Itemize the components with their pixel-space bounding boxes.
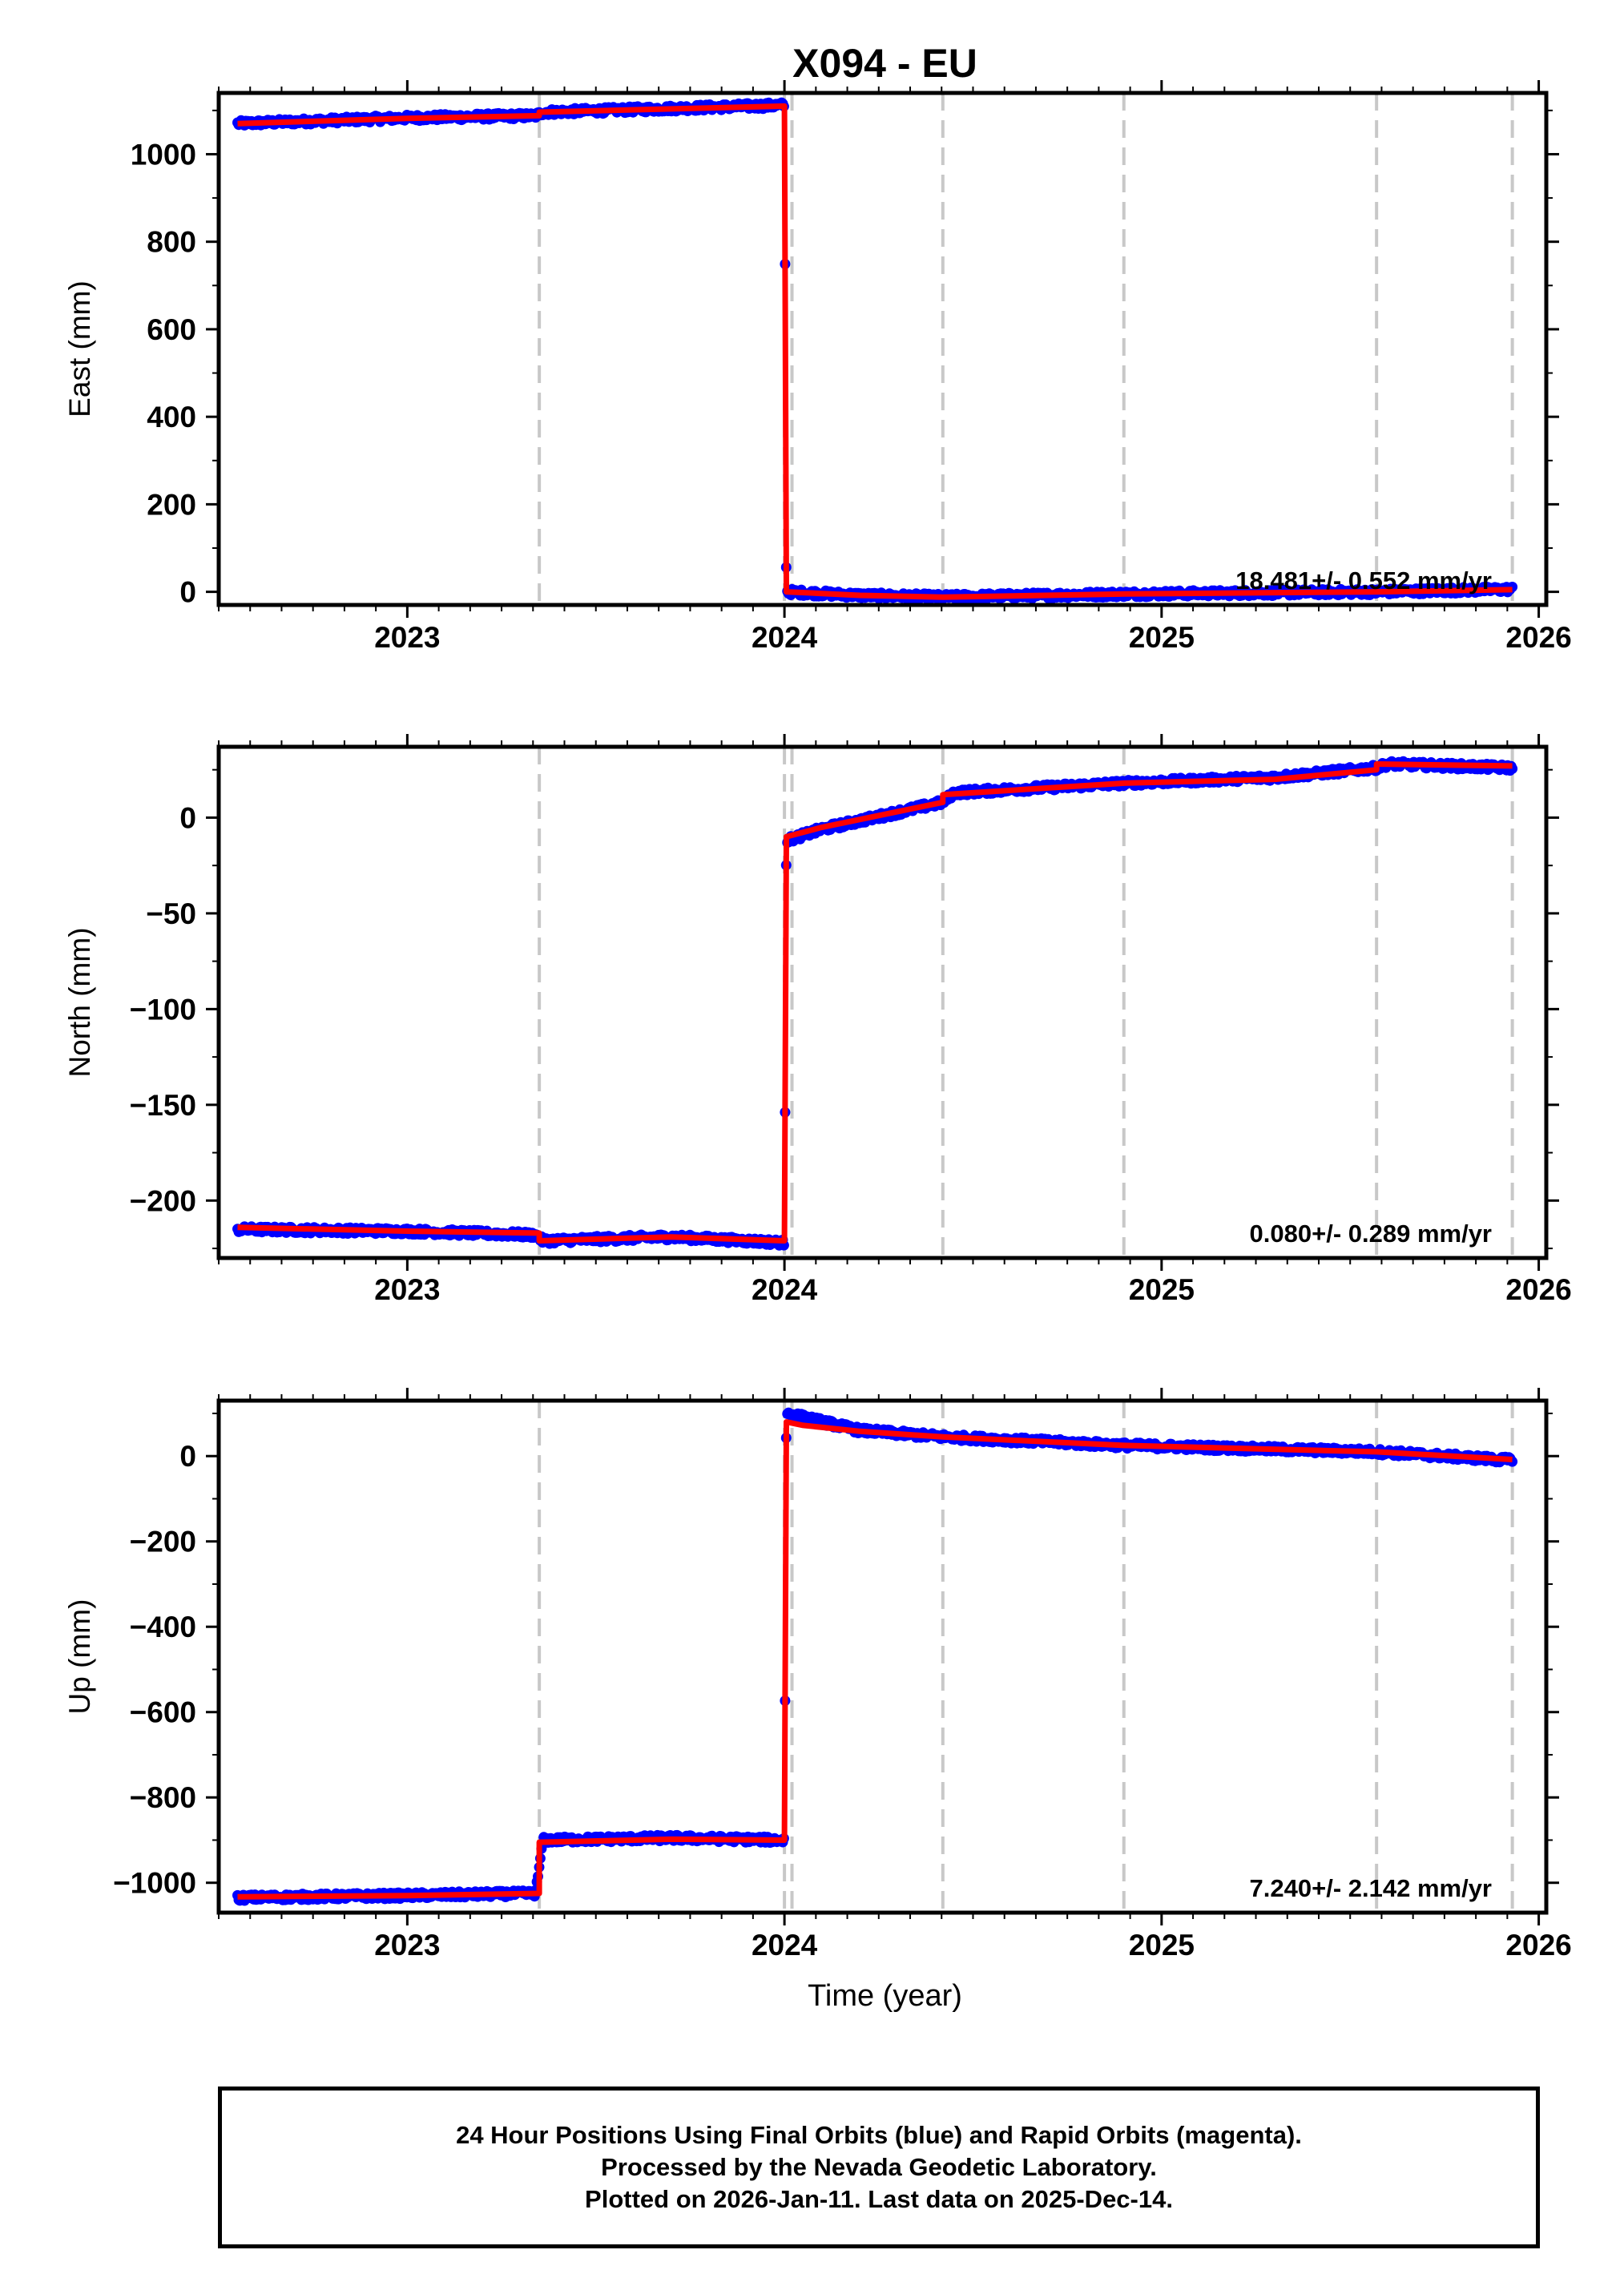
plot-area: [232, 97, 1518, 605]
x-axis-label: Time (year): [808, 1979, 962, 2013]
x-tick-label: 2024: [752, 621, 818, 654]
footer-box: 24 Hour Positions Using Final Orbits (bl…: [218, 2087, 1540, 2248]
y-tick-label: −50: [146, 897, 196, 930]
x-tick-label: 2026: [1505, 1929, 1571, 1962]
x-tick-label: 2026: [1505, 621, 1571, 654]
panel-north: −200 −150 −100 −50 0 2023 2024 2025 2026 North (m…: [63, 734, 1572, 1306]
y-tick-label: −200: [130, 1526, 196, 1558]
y-tick-label: 800: [147, 226, 196, 259]
observation-points: [232, 97, 1518, 605]
rate-label: 7.240+/- 2.142 mm/yr: [1250, 1874, 1492, 1902]
model-fit-line: [237, 761, 1513, 1244]
y-tick-label: 0: [179, 801, 196, 834]
x-tick-label: 2023: [374, 1273, 440, 1306]
x-tick-label: 2025: [1129, 621, 1195, 654]
y-tick-label: −600: [130, 1696, 196, 1729]
x-tick-label: 2024: [752, 1273, 818, 1306]
y-tick-label: 0: [179, 576, 196, 609]
model-fit-line: [237, 103, 1513, 600]
x-tick-label: 2023: [374, 1929, 440, 1962]
rate-label: 18.481+/- 0.552 mm/yr: [1235, 566, 1492, 595]
y-tick-label: 400: [147, 401, 196, 433]
panel-up: −1000 −800 −600 −400 −200 0 2023 2024 2025 2026 Up…: [63, 1388, 1572, 2013]
y-axis-label: North (mm): [63, 927, 96, 1077]
model-fit-line: [237, 1419, 1513, 1900]
x-tick-label: 2023: [374, 621, 440, 654]
chart-title: X094 - EU: [792, 41, 977, 86]
y-tick-label: 0: [179, 1440, 196, 1473]
y-tick-label: −400: [130, 1611, 196, 1643]
y-tick-label: −1000: [113, 1867, 196, 1900]
y-axis-label: East (mm): [63, 280, 96, 417]
y-axis-label: Up (mm): [63, 1599, 96, 1715]
y-tick-label: −800: [130, 1781, 196, 1814]
y-tick-label: −100: [130, 993, 196, 1026]
rate-label: 0.080+/- 0.289 mm/yr: [1250, 1220, 1492, 1248]
observation-points: [232, 756, 1518, 1251]
plot-area: [232, 756, 1518, 1251]
plot-area: [232, 1407, 1518, 1906]
y-tick-label: 600: [147, 313, 196, 346]
plot-frame: [216, 91, 1549, 607]
footer-line-3: Plotted on 2026-Jan-11. Last data on 202…: [585, 2185, 1173, 2213]
x-tick-label: 2026: [1505, 1273, 1571, 1306]
plot-frame: [216, 744, 1549, 1260]
footer-line-1: 24 Hour Positions Using Final Orbits (bl…: [456, 2121, 1302, 2149]
x-tick-label: 2024: [752, 1929, 818, 1962]
x-tick-label: 2025: [1129, 1929, 1195, 1962]
y-tick-label: −150: [130, 1089, 196, 1122]
y-tick-label: 1000: [131, 138, 196, 171]
panel-east: 0 200 400 600 800 1000 2023 2024 2025 2026 East (m…: [63, 41, 1572, 654]
observation-points: [232, 1407, 1518, 1906]
x-tick-label: 2025: [1129, 1273, 1195, 1306]
footer-line-2: Processed by the Nevada Geodetic Laborat…: [601, 2153, 1157, 2181]
plot-frame: [216, 1398, 1549, 1915]
y-tick-label: −200: [130, 1184, 196, 1217]
y-tick-label: 200: [147, 488, 196, 521]
